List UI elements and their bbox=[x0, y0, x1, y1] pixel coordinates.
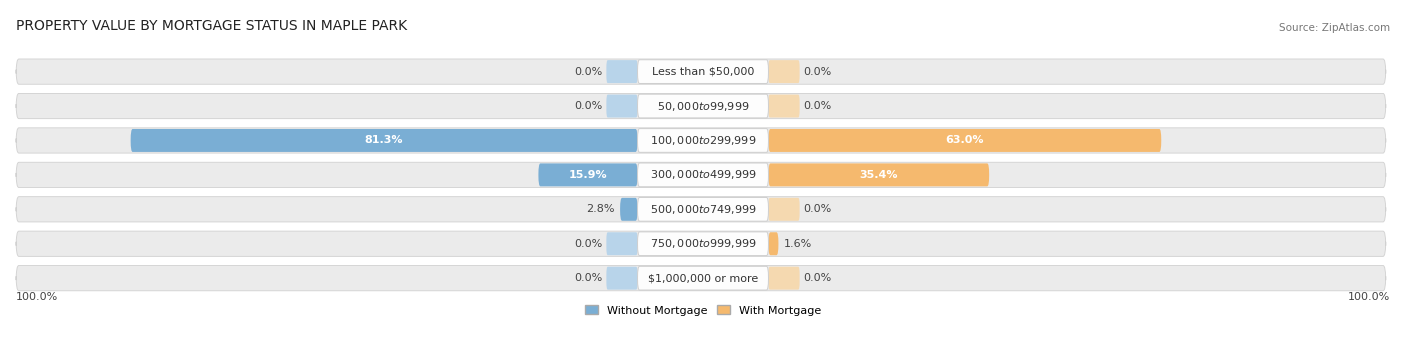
Text: $300,000 to $499,999: $300,000 to $499,999 bbox=[650, 168, 756, 181]
FancyBboxPatch shape bbox=[637, 129, 769, 152]
FancyBboxPatch shape bbox=[637, 232, 769, 256]
FancyBboxPatch shape bbox=[15, 162, 1386, 188]
FancyBboxPatch shape bbox=[637, 60, 769, 84]
Text: 0.0%: 0.0% bbox=[575, 101, 603, 111]
Text: 0.0%: 0.0% bbox=[803, 204, 831, 214]
Text: Less than $50,000: Less than $50,000 bbox=[652, 67, 754, 76]
Text: 0.0%: 0.0% bbox=[575, 273, 603, 283]
FancyBboxPatch shape bbox=[769, 267, 800, 290]
FancyBboxPatch shape bbox=[637, 198, 769, 221]
Text: 2.8%: 2.8% bbox=[586, 204, 614, 214]
FancyBboxPatch shape bbox=[769, 232, 779, 255]
Text: Source: ZipAtlas.com: Source: ZipAtlas.com bbox=[1278, 22, 1391, 33]
Text: 0.0%: 0.0% bbox=[575, 239, 603, 249]
Text: 0.0%: 0.0% bbox=[803, 101, 831, 111]
FancyBboxPatch shape bbox=[15, 128, 1386, 153]
FancyBboxPatch shape bbox=[15, 197, 1386, 222]
Text: 35.4%: 35.4% bbox=[859, 170, 898, 180]
Text: $500,000 to $749,999: $500,000 to $749,999 bbox=[650, 203, 756, 216]
FancyBboxPatch shape bbox=[15, 266, 1386, 291]
FancyBboxPatch shape bbox=[769, 198, 800, 221]
FancyBboxPatch shape bbox=[606, 60, 637, 83]
FancyBboxPatch shape bbox=[606, 267, 637, 290]
FancyBboxPatch shape bbox=[15, 231, 1386, 256]
Text: 0.0%: 0.0% bbox=[575, 67, 603, 76]
Text: $100,000 to $299,999: $100,000 to $299,999 bbox=[650, 134, 756, 147]
Text: PROPERTY VALUE BY MORTGAGE STATUS IN MAPLE PARK: PROPERTY VALUE BY MORTGAGE STATUS IN MAP… bbox=[15, 19, 408, 33]
Text: 0.0%: 0.0% bbox=[803, 67, 831, 76]
FancyBboxPatch shape bbox=[606, 232, 637, 255]
Legend: Without Mortgage, With Mortgage: Without Mortgage, With Mortgage bbox=[585, 305, 821, 316]
FancyBboxPatch shape bbox=[131, 129, 637, 152]
FancyBboxPatch shape bbox=[606, 95, 637, 118]
Text: 100.0%: 100.0% bbox=[15, 291, 59, 302]
FancyBboxPatch shape bbox=[769, 60, 800, 83]
FancyBboxPatch shape bbox=[637, 163, 769, 187]
Text: 63.0%: 63.0% bbox=[946, 135, 984, 146]
FancyBboxPatch shape bbox=[769, 129, 1161, 152]
FancyBboxPatch shape bbox=[769, 164, 990, 186]
Text: $50,000 to $99,999: $50,000 to $99,999 bbox=[657, 100, 749, 113]
Text: 81.3%: 81.3% bbox=[364, 135, 404, 146]
Text: 15.9%: 15.9% bbox=[568, 170, 607, 180]
Text: $750,000 to $999,999: $750,000 to $999,999 bbox=[650, 237, 756, 250]
FancyBboxPatch shape bbox=[620, 198, 637, 221]
Text: 100.0%: 100.0% bbox=[1347, 291, 1391, 302]
FancyBboxPatch shape bbox=[538, 164, 637, 186]
FancyBboxPatch shape bbox=[637, 94, 769, 118]
Text: 1.6%: 1.6% bbox=[785, 239, 813, 249]
Text: 0.0%: 0.0% bbox=[803, 273, 831, 283]
FancyBboxPatch shape bbox=[769, 95, 800, 118]
FancyBboxPatch shape bbox=[637, 266, 769, 290]
FancyBboxPatch shape bbox=[15, 59, 1386, 84]
Text: $1,000,000 or more: $1,000,000 or more bbox=[648, 273, 758, 283]
FancyBboxPatch shape bbox=[15, 94, 1386, 119]
